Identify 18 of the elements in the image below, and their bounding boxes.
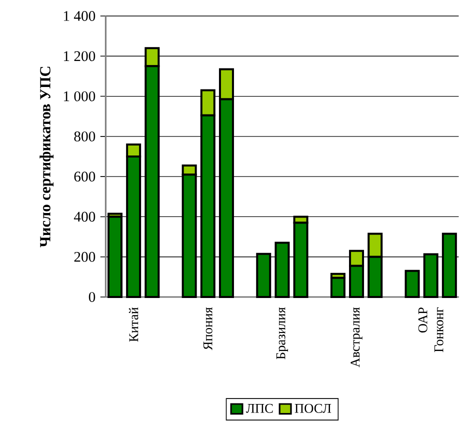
x-tick-label: ОАР Гонконг <box>418 307 444 352</box>
y-tick-label: 800 <box>74 131 96 142</box>
y-tick-label: 0 <box>88 292 96 302</box>
bar <box>404 270 420 298</box>
y-tick-label: 400 <box>74 212 96 222</box>
legend-label: ПОСЛ <box>294 404 332 413</box>
y-tick-label: 1 200 <box>64 51 96 62</box>
x-tick-label: Австралия <box>350 307 362 368</box>
y-tick-label: 200 <box>74 252 96 262</box>
y-axis-title: Число сертификатов УПС <box>40 66 54 248</box>
bar <box>330 276 346 298</box>
legend-label: ЛПС <box>246 404 273 413</box>
x-tick-label: Бразилия <box>276 307 288 360</box>
x-tick-label: Китай <box>128 307 138 342</box>
x-tick-label: Япония <box>203 307 212 350</box>
y-tick-label: 1 000 <box>64 91 96 102</box>
y-tick-label: 600 <box>74 172 96 182</box>
y-tick-label: 1 400 <box>64 11 96 21</box>
